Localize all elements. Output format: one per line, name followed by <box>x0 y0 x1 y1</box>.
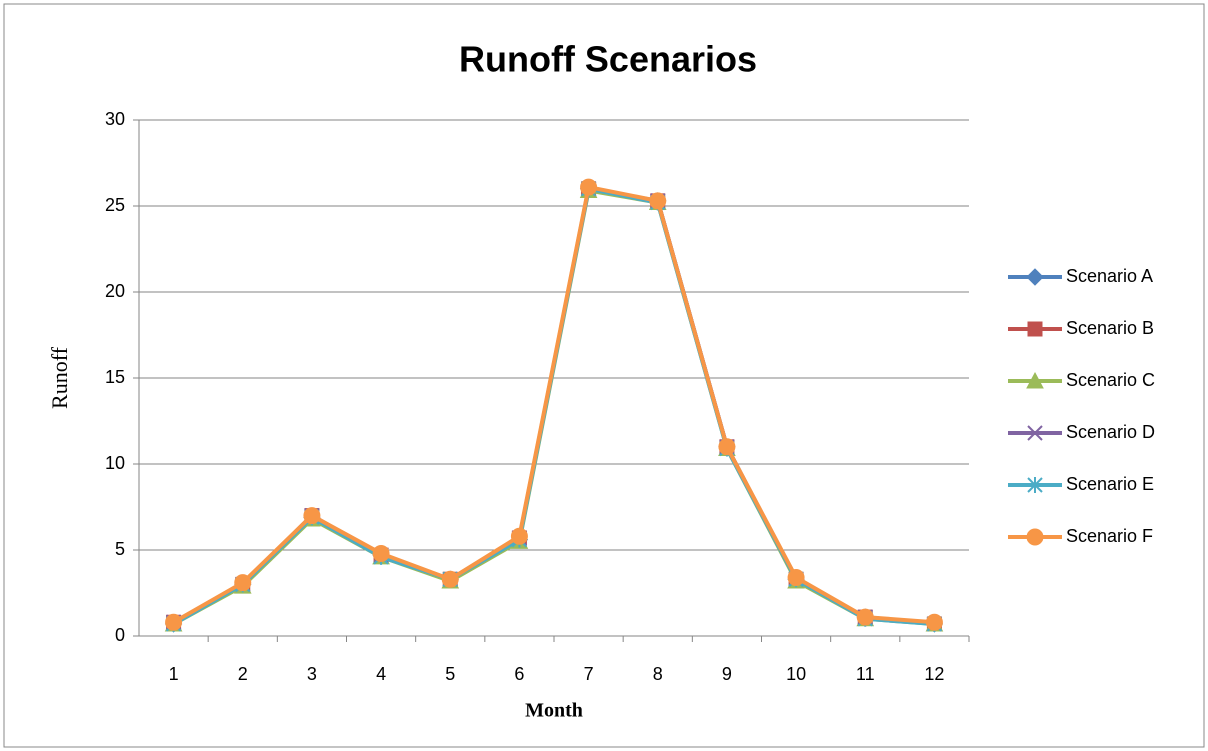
marker <box>856 608 874 626</box>
x-tick-label: 8 <box>653 664 663 684</box>
marker <box>234 574 252 592</box>
y-tick-label: 25 <box>105 195 125 215</box>
marker <box>925 613 943 631</box>
marker <box>165 613 183 631</box>
x-tick-label: 4 <box>376 664 386 684</box>
legend-marker <box>1027 425 1043 441</box>
x-tick-label: 7 <box>584 664 594 684</box>
legend-marker <box>1026 371 1044 389</box>
legend-label: Scenario D <box>1066 422 1155 442</box>
x-tick-label: 10 <box>786 664 806 684</box>
marker <box>718 438 736 456</box>
legend-label: Scenario E <box>1066 474 1154 494</box>
x-tick-label: 9 <box>722 664 732 684</box>
y-tick-label: 15 <box>105 367 125 387</box>
x-tick-label: 2 <box>238 664 248 684</box>
marker <box>787 569 805 587</box>
marker <box>649 192 667 210</box>
legend-marker <box>1026 528 1044 546</box>
y-axis-label: Runoff <box>47 346 72 409</box>
legend-label: Scenario B <box>1066 318 1154 338</box>
x-tick-label: 3 <box>307 664 317 684</box>
legend-label: Scenario A <box>1066 266 1153 286</box>
y-tick-label: 30 <box>105 109 125 129</box>
marker <box>510 527 528 545</box>
x-tick-label: 5 <box>445 664 455 684</box>
x-tick-label: 11 <box>856 664 875 684</box>
series-line <box>172 185 935 625</box>
legend-marker <box>1026 268 1044 286</box>
y-tick-label: 10 <box>105 453 125 473</box>
legend-marker <box>1027 477 1043 493</box>
chart-border <box>3 3 1205 748</box>
legend-marker <box>1027 321 1043 337</box>
marker <box>580 178 598 196</box>
y-tick-label: 0 <box>115 625 125 645</box>
marker <box>372 544 390 562</box>
marker <box>441 570 459 588</box>
legend-label: Scenario C <box>1066 370 1155 390</box>
y-tick-label: 20 <box>105 281 125 301</box>
legend-label: Scenario F <box>1066 526 1153 546</box>
marker <box>303 507 321 525</box>
y-tick-label: 5 <box>115 539 125 559</box>
chart-title: Runoff Scenarios <box>459 39 757 80</box>
x-tick-label: 12 <box>924 664 944 684</box>
x-axis-label: Month <box>525 700 583 722</box>
x-tick-label: 1 <box>169 664 179 684</box>
x-tick-label: 6 <box>514 664 524 684</box>
